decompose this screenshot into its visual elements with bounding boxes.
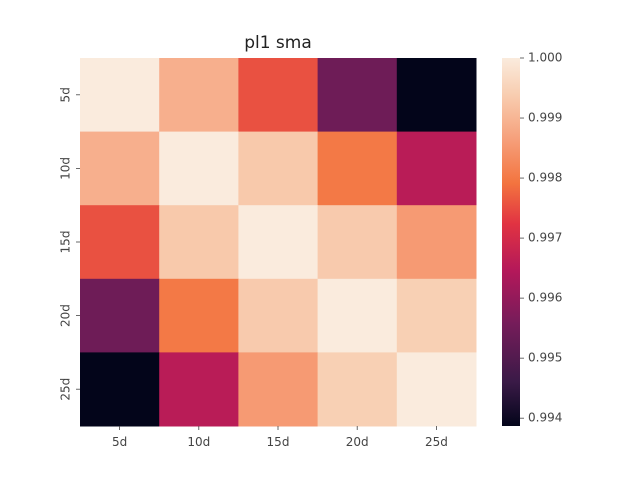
heatmap-cell xyxy=(396,205,477,280)
heatmap-cell xyxy=(317,352,398,427)
x-axis: 5d 10d 15d 20d 25d xyxy=(112,426,448,449)
heatmap-cell xyxy=(80,278,160,353)
heatmap-cell xyxy=(238,58,319,133)
colorbar-tick-label: 0.996 xyxy=(528,291,562,305)
y-tick-label: 5d xyxy=(59,87,73,102)
heatmap-cell xyxy=(80,205,160,280)
heatmap-cell xyxy=(159,278,239,353)
chart-title: pl1 sma xyxy=(244,33,312,53)
y-tick-label: 10d xyxy=(59,157,73,180)
colorbar-tick-label: 0.999 xyxy=(528,111,562,125)
heatmap-cell xyxy=(238,278,319,353)
heatmap-cell xyxy=(159,131,239,206)
x-tick-label: 5d xyxy=(112,435,127,449)
heatmap-cell xyxy=(238,352,319,427)
y-tick-label: 15d xyxy=(59,231,73,254)
heatmap-cell xyxy=(159,205,239,280)
colorbar-tick-label: 0.997 xyxy=(528,231,562,245)
heatmap-cell xyxy=(159,352,239,427)
heatmap-cell xyxy=(159,58,239,133)
colorbar xyxy=(502,58,520,426)
heatmap-cell xyxy=(80,352,160,427)
heatmap-cell xyxy=(396,352,477,427)
heatmap-cell xyxy=(317,58,398,133)
y-axis: 5d 10d 15d 20d 25d xyxy=(59,87,80,401)
x-tick-label: 20d xyxy=(346,435,369,449)
heatmap-cell xyxy=(238,131,319,206)
colorbar-tick-label: 0.998 xyxy=(528,171,562,185)
heatmap-cell xyxy=(317,205,398,280)
x-tick-label: 25d xyxy=(425,435,448,449)
heatmap-cell xyxy=(317,278,398,353)
y-tick-label: 25d xyxy=(59,378,73,401)
heatmap-cell xyxy=(80,131,160,206)
colorbar-tick-label: 0.994 xyxy=(528,411,562,425)
x-tick-label: 15d xyxy=(267,435,290,449)
heatmap-cell xyxy=(396,278,477,353)
y-tick-label: 20d xyxy=(59,304,73,327)
heatmap-cell xyxy=(317,131,398,206)
heatmap-cell xyxy=(396,131,477,206)
heatmap-cell xyxy=(238,205,319,280)
x-tick-label: 10d xyxy=(187,435,210,449)
colorbar-tick-label: 1.000 xyxy=(528,51,562,65)
colorbar-tick-label: 0.995 xyxy=(528,351,562,365)
heatmap-cell xyxy=(396,58,477,133)
colorbar-ticks: 0.994 0.995 0.996 0.997 0.998 0.999 1.000 xyxy=(520,51,562,425)
heatmap-cell xyxy=(80,58,160,133)
heatmap-cells xyxy=(80,58,477,427)
